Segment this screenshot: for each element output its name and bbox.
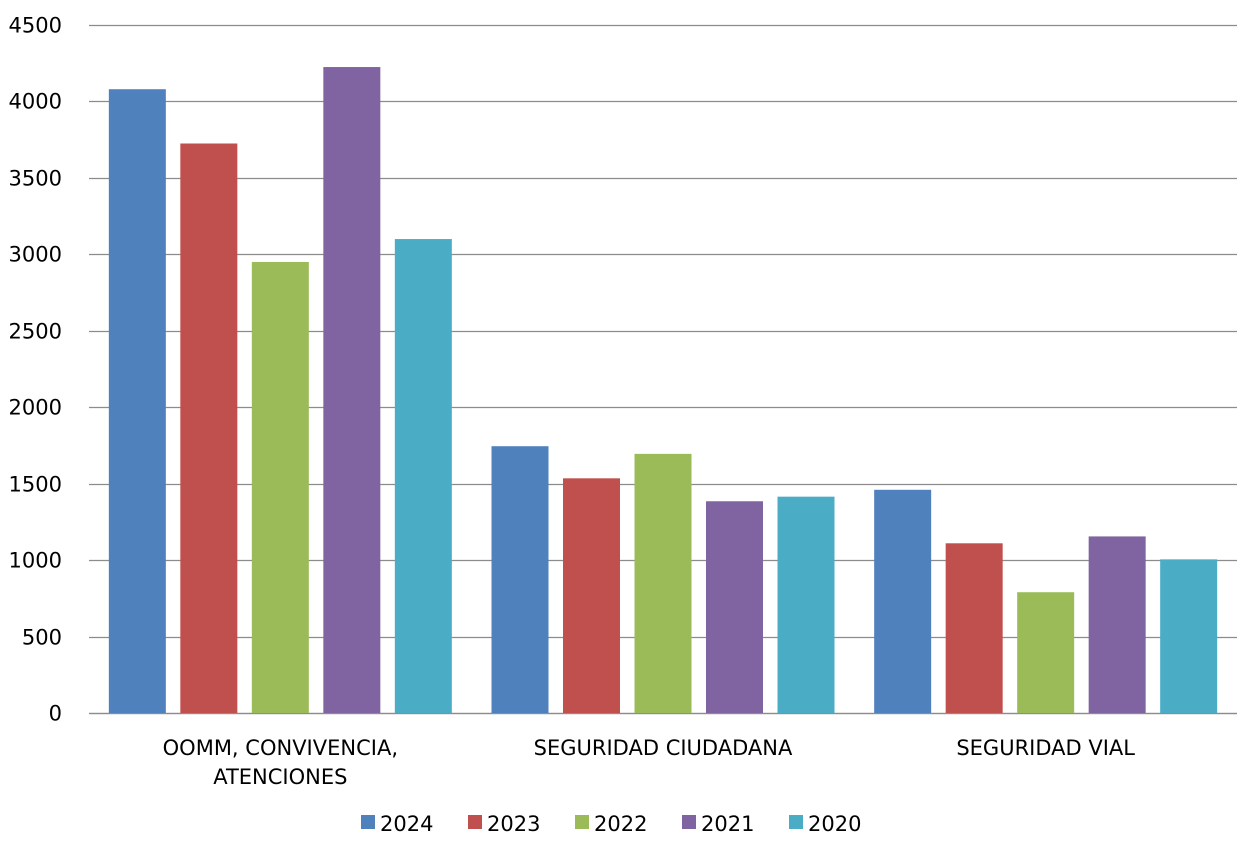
y-tick-label: 4500 [9, 14, 62, 38]
x-category-label: SEGURIDAD CIUDADANA [534, 736, 793, 760]
bar-2024-cat-0 [108, 89, 166, 714]
bar-2024-cat-1 [491, 446, 549, 713]
y-tick-label: 3000 [9, 243, 62, 267]
x-axis-categories: OOMM, CONVIVENCIA, ATENCIONES SEGURIDAD CI… [163, 736, 1136, 789]
legend-label-2023: 2023 [487, 812, 540, 836]
legend-label-2022: 2022 [594, 812, 647, 836]
bar-2020-cat-1 [777, 496, 835, 713]
legend-swatch-2020 [789, 815, 803, 829]
y-axis-ticks: 0 500 1000 1500 2000 2500 3000 3500 4000 4500 [9, 14, 62, 726]
legend-swatch-2021 [682, 815, 696, 829]
y-tick-label: 0 [49, 702, 62, 726]
y-tick-label: 2500 [9, 320, 62, 344]
bar-2022-cat-0 [251, 261, 309, 713]
legend: 2024 2023 2022 2021 2020 [361, 812, 861, 836]
y-tick-label: 1000 [9, 549, 62, 573]
bar-2021-cat-2 [1088, 536, 1146, 713]
legend-swatch-2024 [361, 815, 375, 829]
bar-2022-cat-2 [1017, 592, 1075, 713]
bar-2020-cat-2 [1160, 559, 1218, 713]
legend-label-2024: 2024 [380, 812, 433, 836]
x-category-label: OOMM, CONVIVENCIA, [163, 736, 398, 760]
bar-2020-cat-0 [394, 239, 452, 714]
y-tick-label: 500 [22, 626, 62, 650]
y-tick-label: 1500 [9, 473, 62, 497]
y-tick-label: 2000 [9, 396, 62, 420]
bar-2021-cat-0 [323, 67, 381, 714]
bar-2023-cat-1 [563, 478, 620, 713]
y-tick-label: 3500 [9, 167, 62, 191]
legend-swatch-2023 [468, 815, 482, 829]
bar-2022-cat-1 [634, 453, 692, 713]
bar-2024-cat-2 [874, 489, 932, 713]
legend-swatch-2022 [575, 815, 589, 829]
bars [108, 67, 1218, 714]
bar-2021-cat-1 [706, 501, 763, 713]
legend-label-2020: 2020 [808, 812, 861, 836]
x-category-label: ATENCIONES [213, 765, 347, 789]
y-tick-label: 4000 [9, 90, 62, 114]
bar-2023-cat-2 [945, 543, 1003, 713]
x-category-label: SEGURIDAD VIAL [956, 736, 1135, 760]
legend-label-2021: 2021 [701, 812, 754, 836]
bar-2023-cat-0 [180, 143, 238, 713]
